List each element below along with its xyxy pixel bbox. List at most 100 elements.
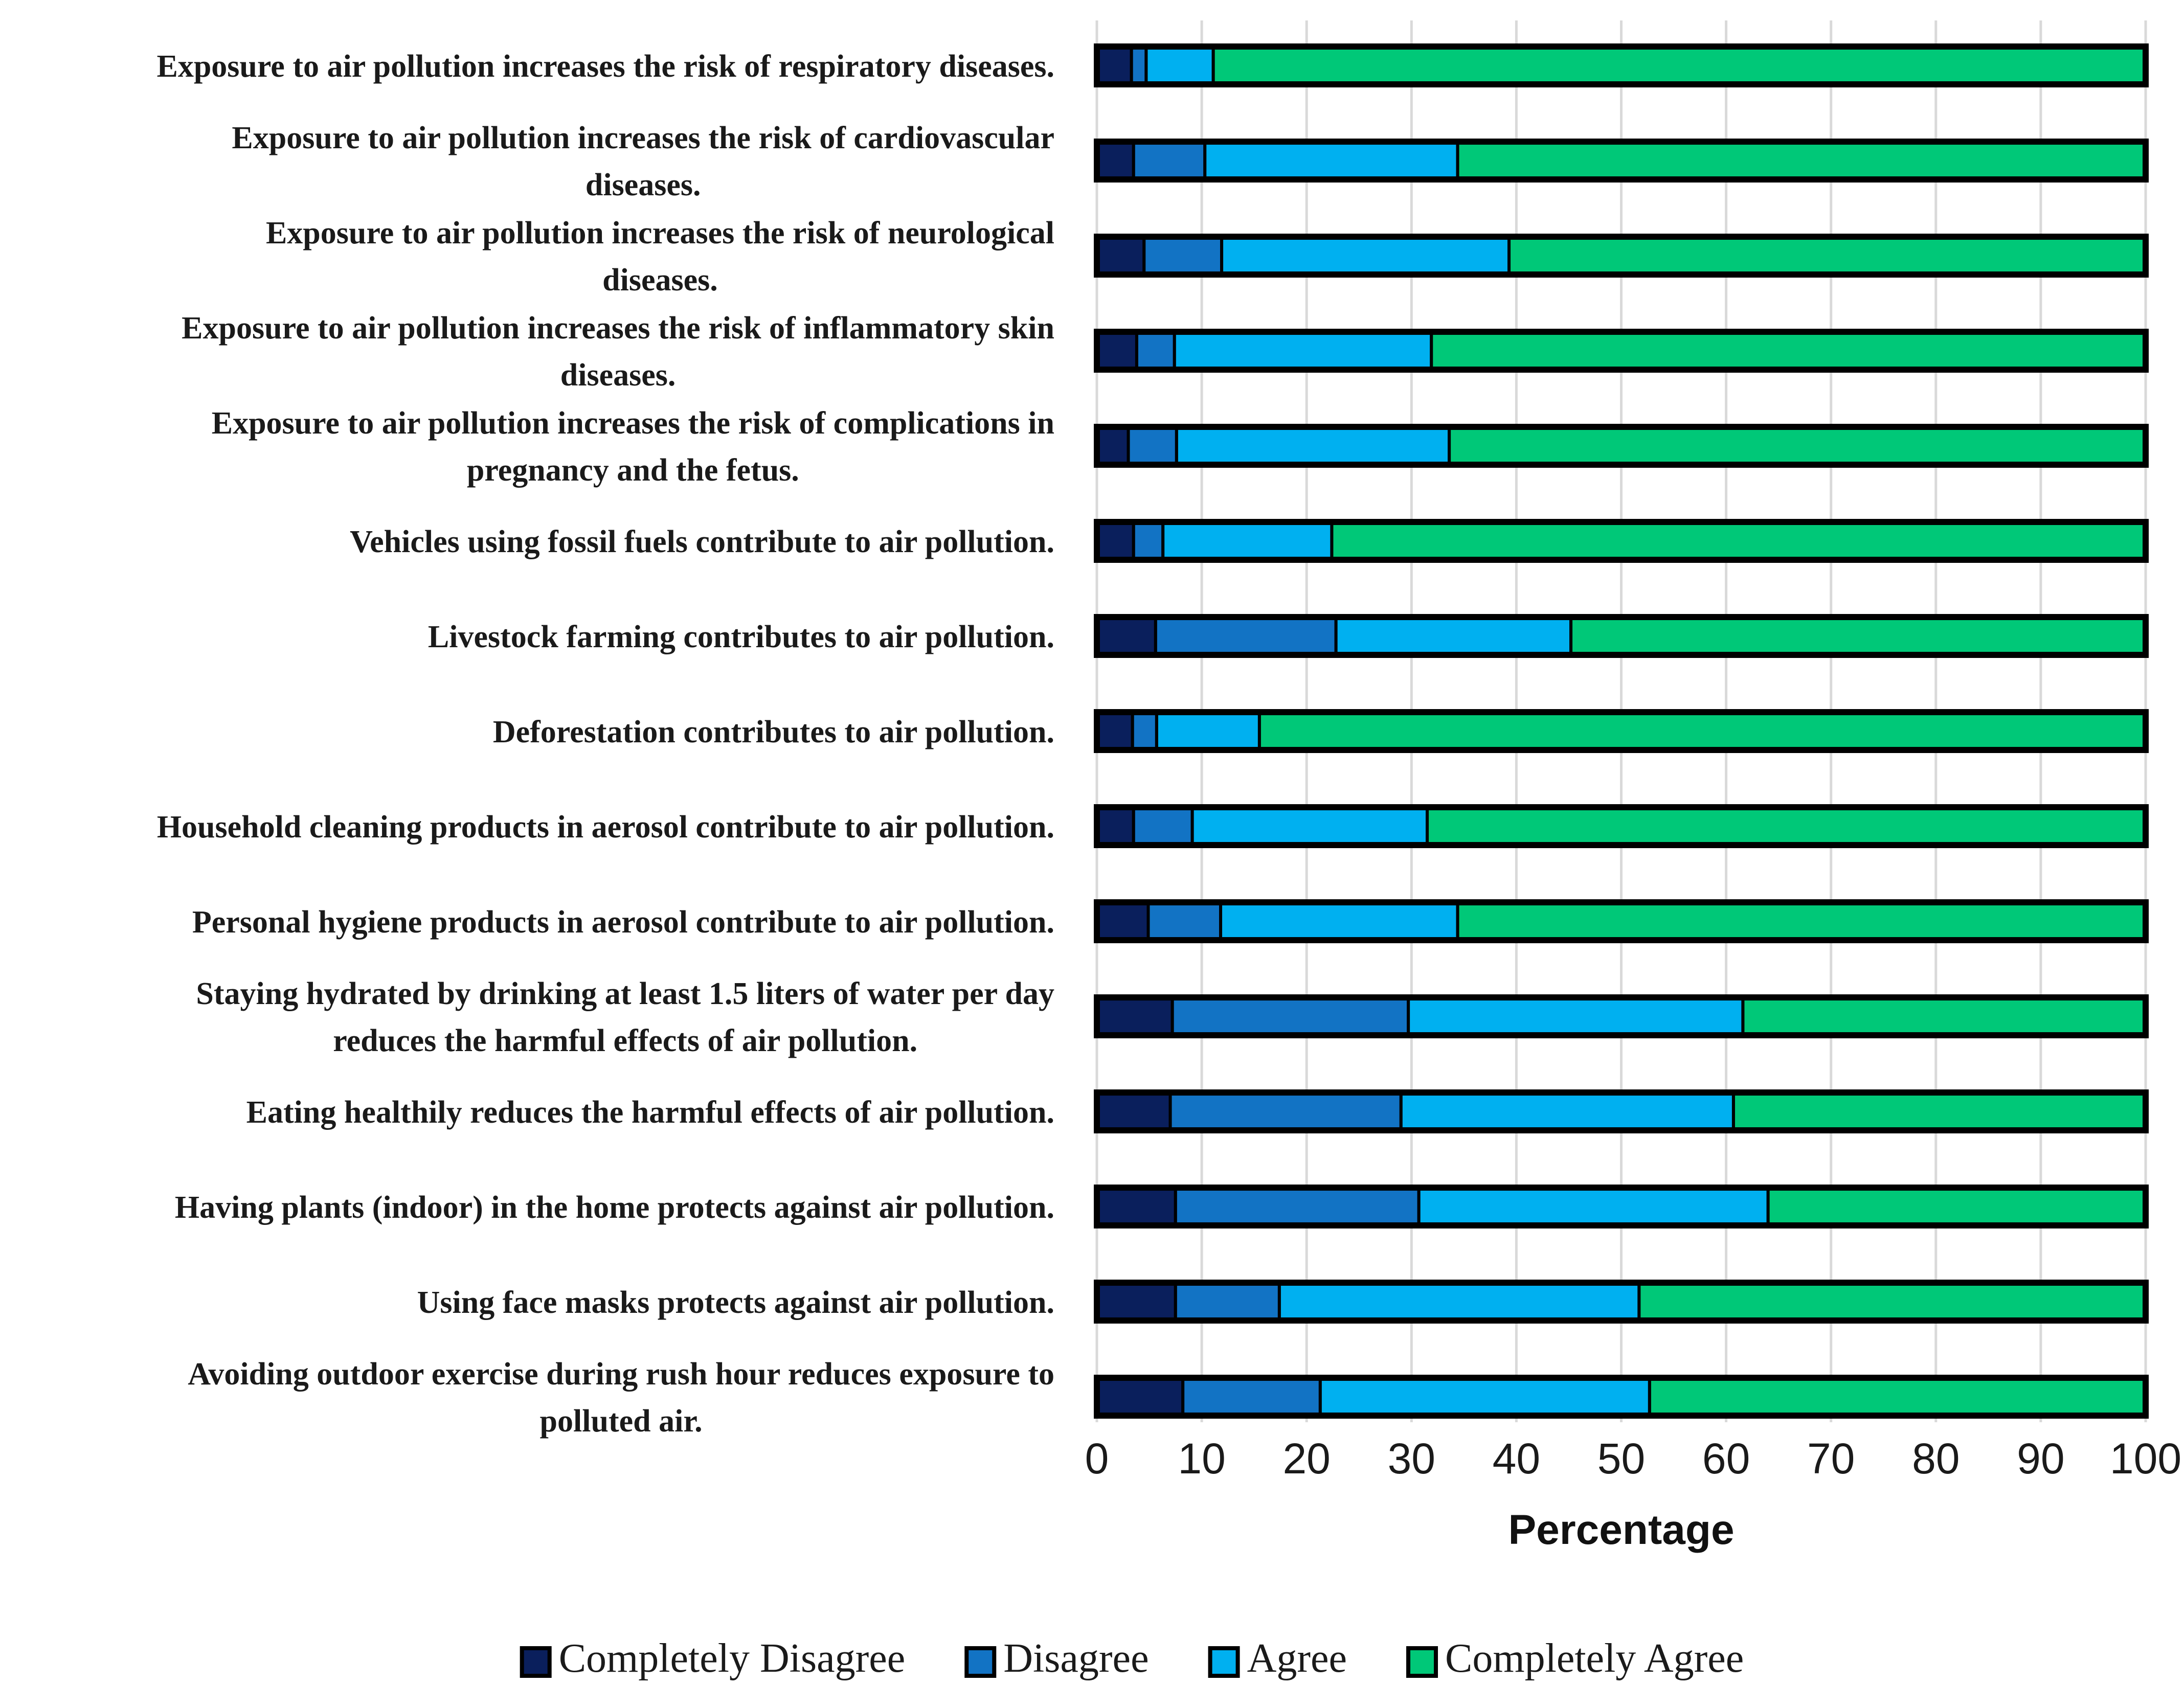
bar-outline <box>1094 709 2149 753</box>
bar-segment-agree <box>1417 1186 1770 1227</box>
bar-segment-agree <box>1407 996 1745 1037</box>
category-labels: Exposure to air pollution increases the … <box>156 49 1054 1439</box>
legend: Completely Disagree Disagree Agree Complete… <box>520 1636 1744 1681</box>
bar-row <box>1094 1375 2149 1419</box>
legend-swatch <box>1406 1646 1438 1678</box>
bar-outline <box>1094 1089 2149 1133</box>
bar-outline <box>1094 899 2149 943</box>
category-label: Exposure to air pollution increases the … <box>212 406 1054 441</box>
bar-segment-completely-agree <box>1456 140 2147 181</box>
bar-segment-disagree <box>1135 330 1176 371</box>
bar-segment-disagree <box>1174 1281 1281 1322</box>
bar-segment-agree <box>1173 330 1433 371</box>
x-tick-label: 70 <box>1807 1435 1855 1483</box>
bar-row <box>1094 1185 2149 1228</box>
category-label: Vehicles using fossil fuels contribute t… <box>350 525 1054 559</box>
x-tick-label: 20 <box>1282 1435 1330 1483</box>
bar-segment-completely-agree <box>1448 425 2147 466</box>
bar-segment-completely-agree <box>1426 806 2147 847</box>
bar-outline <box>1094 1280 2149 1324</box>
bar-segment-completely-disagree <box>1095 901 1150 942</box>
legend-label: Agree <box>1247 1636 1347 1681</box>
x-tick-label: 40 <box>1493 1435 1540 1483</box>
bar-row <box>1094 519 2149 563</box>
legend-item-agree: Agree <box>1208 1636 1347 1681</box>
bar-segment-agree <box>1219 901 1459 942</box>
bar-segment-disagree <box>1170 996 1410 1037</box>
bar-segment-disagree <box>1181 1376 1322 1417</box>
bar-segment-agree <box>1277 1281 1641 1322</box>
bar-segment-completely-agree <box>1637 1281 2147 1322</box>
x-tick-label: 30 <box>1388 1435 1435 1483</box>
bar-segment-completely-agree <box>1741 996 2147 1037</box>
bar-segment-agree <box>1155 711 1261 752</box>
bar-segment-completely-disagree <box>1095 1091 1172 1132</box>
bar-outline <box>1094 139 2149 183</box>
x-tick-label: 80 <box>1912 1435 1960 1483</box>
bar-segment-disagree <box>1127 425 1178 466</box>
bar-segment-completely-disagree <box>1095 1281 1177 1322</box>
bar-row <box>1094 899 2149 943</box>
x-tick-label: 10 <box>1178 1435 1225 1483</box>
category-label: diseases. <box>586 168 701 202</box>
category-label: Personal hygiene products in aerosol con… <box>192 905 1054 940</box>
x-tick-label: 60 <box>1702 1435 1750 1483</box>
bar-segment-disagree <box>1154 616 1338 656</box>
bar-segment-disagree <box>1132 520 1165 561</box>
bar-segment-completely-disagree <box>1095 520 1135 561</box>
legend-label: Completely Disagree <box>559 1636 906 1681</box>
bar-segment-disagree <box>1142 235 1224 276</box>
bar-segment-disagree <box>1132 806 1194 847</box>
bar-segment-completely-agree <box>1257 711 2147 752</box>
bar-segment-agree <box>1220 235 1511 276</box>
bar-segment-disagree <box>1132 140 1207 181</box>
x-tick-label: 50 <box>1597 1435 1645 1483</box>
bar-outline <box>1094 234 2149 278</box>
bar-segment-disagree <box>1174 1186 1421 1227</box>
bar-segment-completely-agree <box>1330 520 2148 561</box>
category-label: Exposure to air pollution increases the … <box>156 49 1054 84</box>
bar-outline <box>1094 519 2149 563</box>
legend-label: Completely Agree <box>1445 1636 1744 1681</box>
bar-segment-completely-agree <box>1648 1376 2147 1417</box>
bar-segment-disagree <box>1168 1091 1403 1132</box>
bar-row <box>1094 43 2149 87</box>
x-tick-label: 90 <box>2017 1435 2064 1483</box>
bar-outline <box>1094 614 2149 658</box>
bar-outline <box>1094 329 2149 373</box>
bar-segment-completely-disagree <box>1095 45 1133 86</box>
category-label: Avoiding outdoor exercise during rush ho… <box>188 1357 1054 1392</box>
bar-segment-completely-disagree <box>1095 330 1138 371</box>
bar-segment-agree <box>1190 806 1429 847</box>
bar-segment-agree <box>1175 425 1451 466</box>
category-label: diseases. <box>560 358 676 393</box>
bar-segment-completely-agree <box>1766 1186 2147 1227</box>
bar-segment-completely-disagree <box>1095 1376 1185 1417</box>
bar-row <box>1094 804 2149 848</box>
legend-item-completely-agree: Completely Agree <box>1406 1636 1744 1681</box>
bar-outline <box>1094 804 2149 848</box>
bar-outline <box>1094 424 2149 468</box>
bar-row <box>1094 424 2149 468</box>
legend-swatch <box>964 1646 997 1678</box>
bar-row <box>1094 139 2149 183</box>
bar-segment-agree <box>1203 140 1459 181</box>
bar-segment-completely-agree <box>1456 901 2147 942</box>
bar-segment-completely-disagree <box>1095 616 1157 656</box>
bar-row <box>1094 329 2149 373</box>
bar-row <box>1094 709 2149 753</box>
bar-segment-completely-agree <box>1731 1091 2148 1132</box>
bars <box>1094 43 2149 1419</box>
bar-outline <box>1094 1375 2149 1419</box>
bar-segment-agree <box>1318 1376 1651 1417</box>
category-label: Exposure to air pollution increases the … <box>266 216 1054 251</box>
category-label: polluted air. <box>540 1404 703 1439</box>
bar-segment-completely-disagree <box>1095 1186 1177 1227</box>
legend-swatch <box>520 1646 552 1678</box>
category-label: pregnancy and the fetus. <box>467 453 799 488</box>
bar-row <box>1094 1089 2149 1133</box>
bar-outline <box>1094 994 2149 1038</box>
x-tick-label: 100 <box>2110 1435 2181 1483</box>
x-tick-label: 0 <box>1085 1435 1109 1483</box>
bar-segment-disagree <box>1131 711 1158 752</box>
